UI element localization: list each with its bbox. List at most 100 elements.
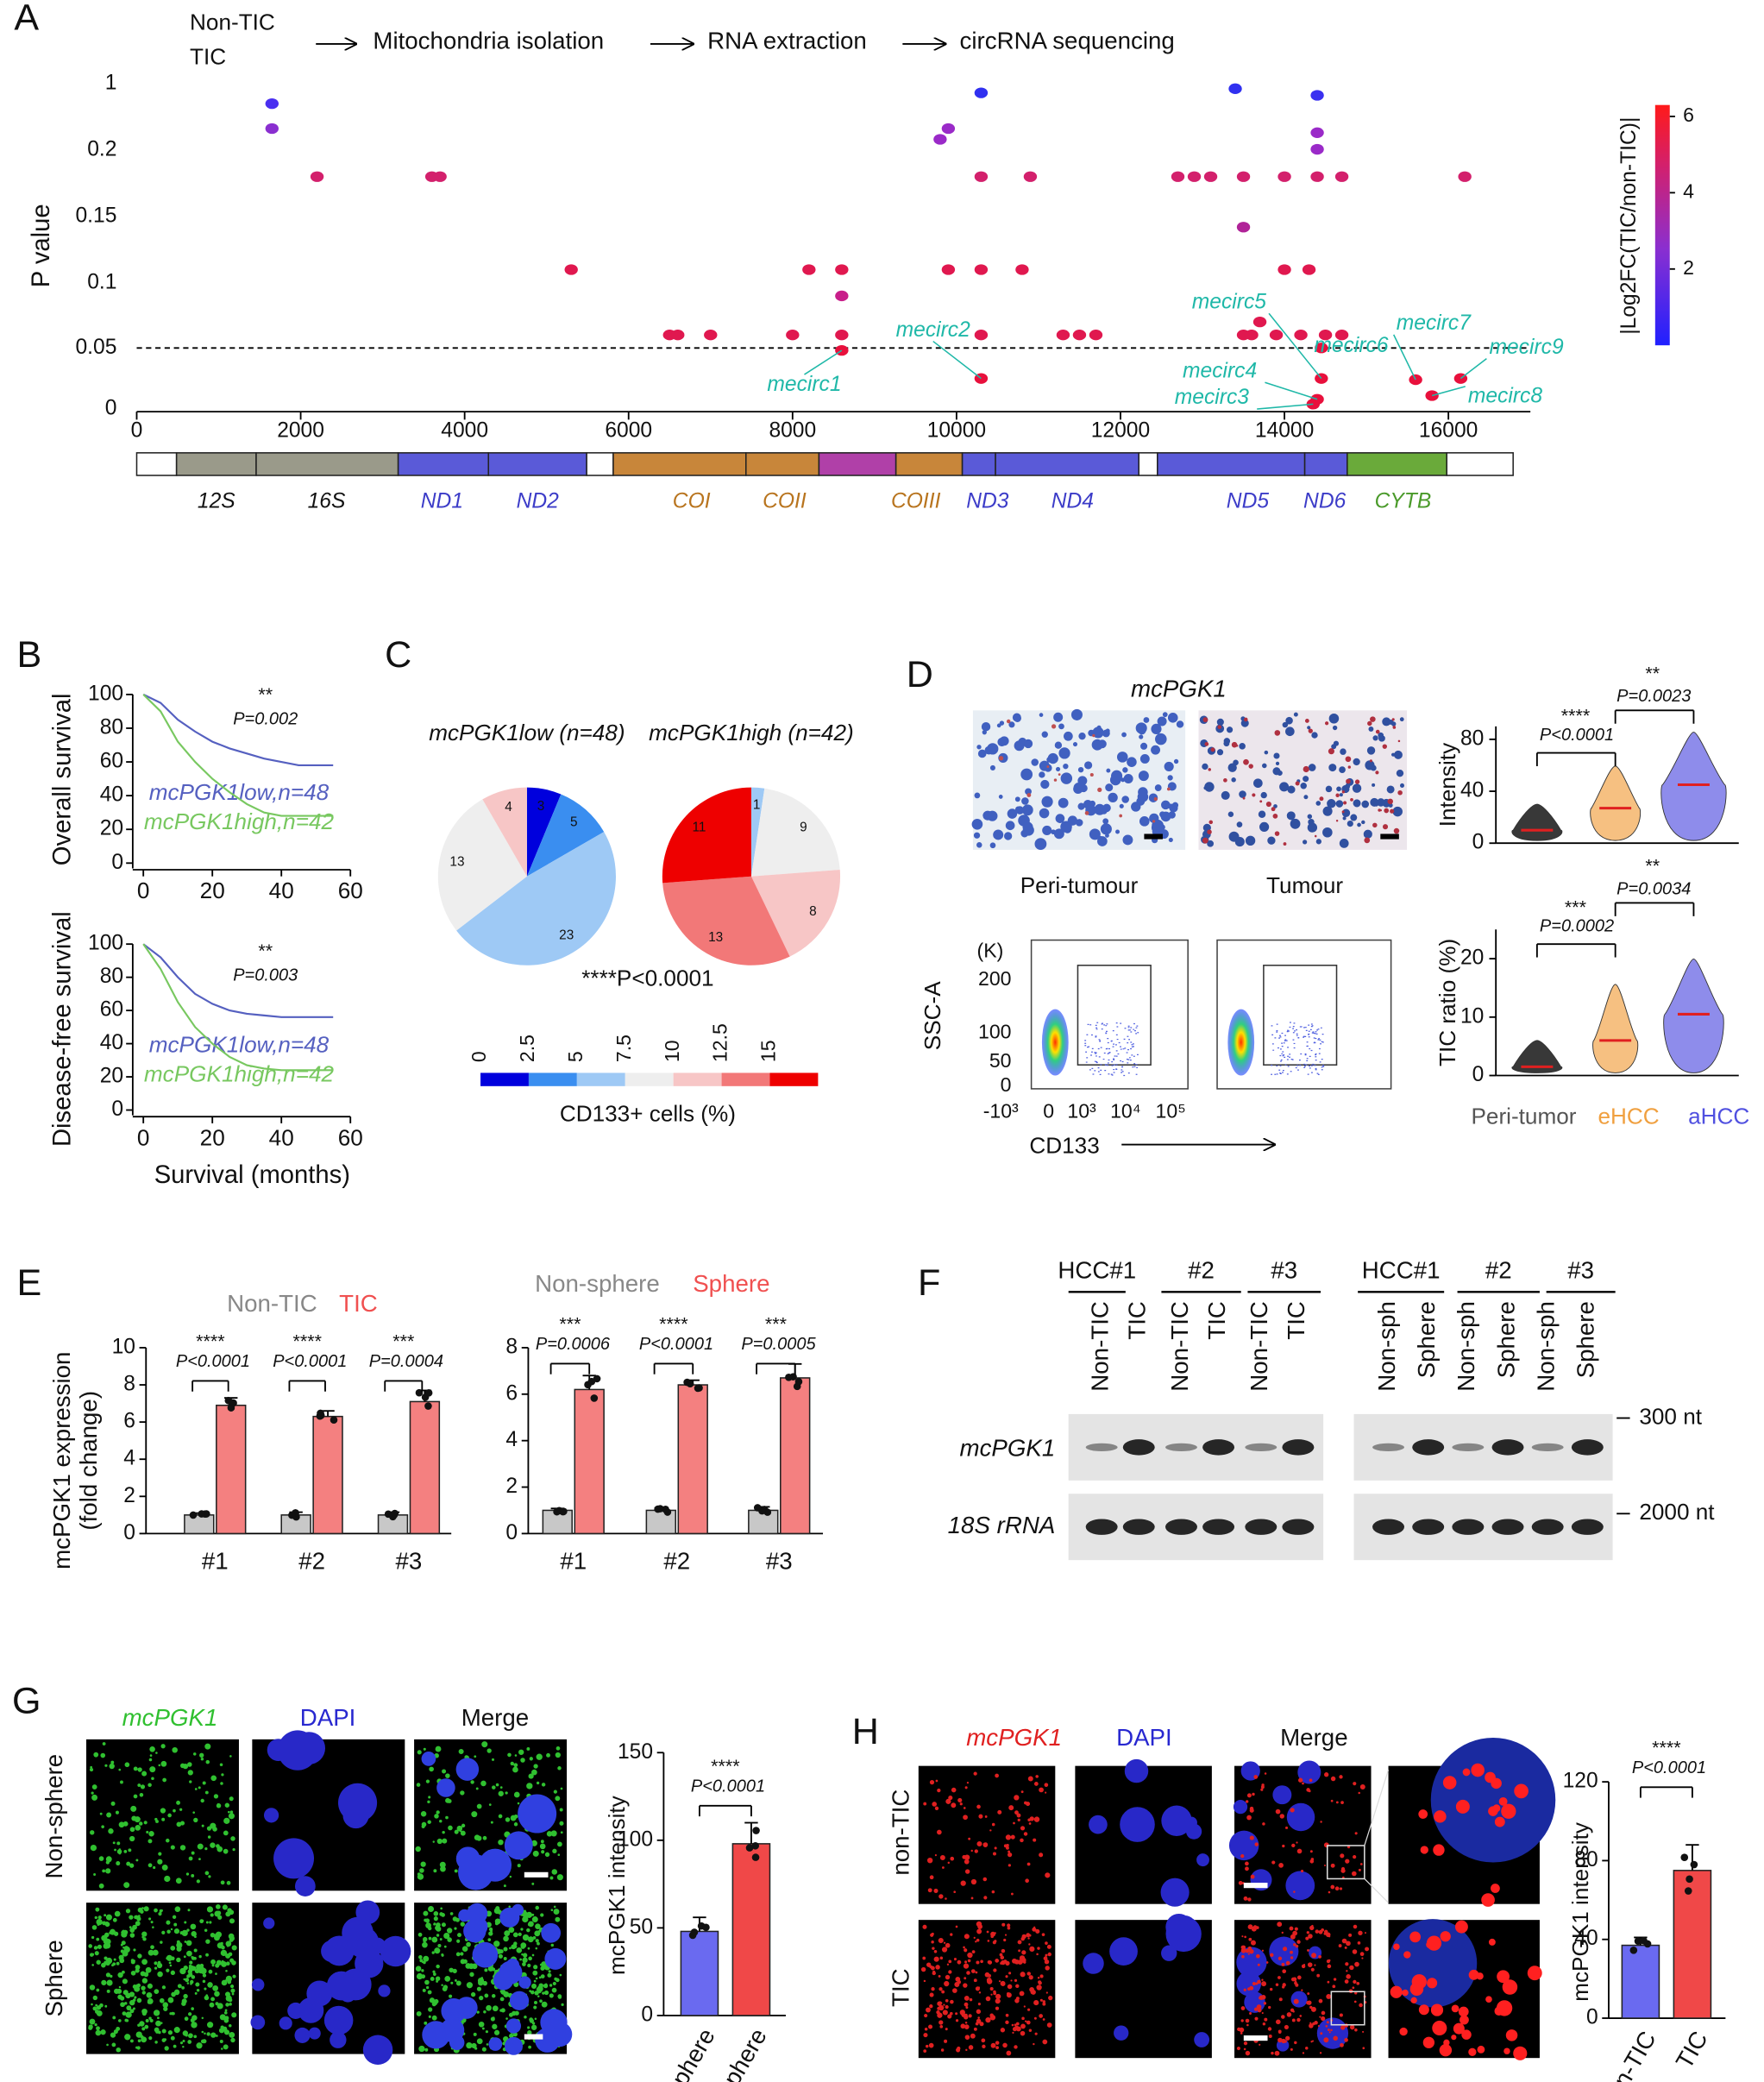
gene-label: COIII [891,489,941,513]
point [1310,171,1324,182]
gene-label: ND1 [421,489,463,513]
gel-band [1412,1519,1445,1535]
x-axis-label: Survival (months) [154,1161,350,1189]
label: 0 [1472,1063,1485,1086]
pie-slice [750,788,840,877]
label: P=0.0006 [536,1335,611,1354]
colorbar-title: |Log2FC(TIC/non-TIC)| [1617,117,1641,335]
annotation: mecirc7 [1397,311,1472,335]
scale-bar [1144,833,1163,840]
point [1318,330,1333,341]
replicate-dot [1640,1937,1648,1945]
bar [780,1377,811,1535]
point [802,264,816,275]
gel-band [1531,1443,1564,1451]
slice-label: 5 [570,815,578,830]
lane-label: TIC [1203,1301,1230,1340]
bar [680,1930,719,2016]
colorbar-segment [673,1072,722,1086]
genome-segment [1157,452,1306,476]
annotation: mecirc4 [1183,359,1257,382]
x-tick-label: aHCC [1688,1104,1749,1129]
y-tick-label: 0.1 [87,270,116,293]
point [1236,222,1251,233]
label: 20 [100,1065,123,1088]
label: #3 [1567,1257,1594,1284]
x-tick-label: #2 [298,1548,325,1575]
label: TIC [888,1968,914,2007]
replicate-dot [553,1507,561,1516]
lane-label: TIC [1283,1301,1309,1340]
annotation: mecirc5 [1192,290,1266,313]
colorbar-segment [528,1072,577,1086]
zoom-line [1364,1878,1389,1903]
slice-label: 8 [809,904,817,919]
micrograph-texture [415,1903,564,2054]
genome-segment [586,452,614,476]
violin [1511,1040,1563,1073]
micrograph-texture [923,1771,1051,1900]
label: 100 [618,1827,653,1851]
pie-slice [750,787,765,877]
gel-band [1452,1443,1485,1451]
label: mcPGK1 [960,1435,1056,1462]
x-tick-label: 16000 [1419,419,1478,443]
y-tick-label: 1 [105,72,117,95]
label: 40 [269,877,294,903]
label: P=0.003 [233,966,298,984]
pie-title: mcPGK1high (n=42) [649,720,854,745]
label: P<0.0001 [176,1352,250,1371]
x-tick-label: 12000 [1091,419,1150,443]
scale-bar [1380,833,1399,840]
label: 150 [618,1740,653,1764]
y-tick-label: 0.05 [76,336,117,359]
label: 20 [200,1124,225,1150]
replicate-dot [751,1841,760,1850]
gel-band [1531,1519,1564,1535]
label: 6 [123,1410,135,1433]
replicate-dot [330,1416,338,1425]
label: 20 [200,877,225,903]
label: 2000 nt [1639,1499,1715,1525]
y-axis-label: TIC ratio (%) [1434,939,1460,1066]
label: 80 [100,965,123,988]
label: DAPI [300,1704,356,1731]
x-tick-label: 8000 [769,419,816,443]
genome-segment [818,452,897,476]
label: *** [765,1313,788,1334]
label: 60 [100,998,123,1022]
label: Merge [461,1704,529,1731]
bar [184,1514,215,1535]
label: 0 [137,877,150,903]
annotation: mecirc1 [767,373,841,396]
genome-segment [961,452,996,476]
gel-band [1452,1519,1485,1535]
y-tick-label: 0 [105,397,117,420]
point [1228,83,1242,94]
zoom-line [1364,1770,1390,1846]
replicate-dot [384,1510,392,1519]
gel-band [1372,1519,1404,1535]
legend-entry: Sphere [693,1270,769,1297]
replicate-dot [424,1402,432,1410]
micrograph-texture [1083,1913,1210,2047]
pie-slice [526,794,605,877]
label: 8 [123,1373,135,1396]
gene-label: CYTB [1375,489,1432,513]
panel-letter: C [385,634,411,676]
x-tick-label: #3 [396,1548,423,1575]
panel-letter: D [907,654,933,695]
label: 80 [1574,1848,1598,1871]
label: 10 [1460,1004,1484,1028]
slice-label: 23 [559,928,574,942]
lane-label: Sphere [1413,1301,1440,1378]
genome-segment [1446,452,1514,476]
survival-curve [142,693,334,767]
micrograph-texture [1388,1919,1478,2008]
label: 120 [1563,1770,1598,1793]
violin [1663,958,1724,1073]
replicate-dot [686,1380,694,1388]
bar [645,1509,676,1535]
replicate-dot [656,1505,664,1513]
